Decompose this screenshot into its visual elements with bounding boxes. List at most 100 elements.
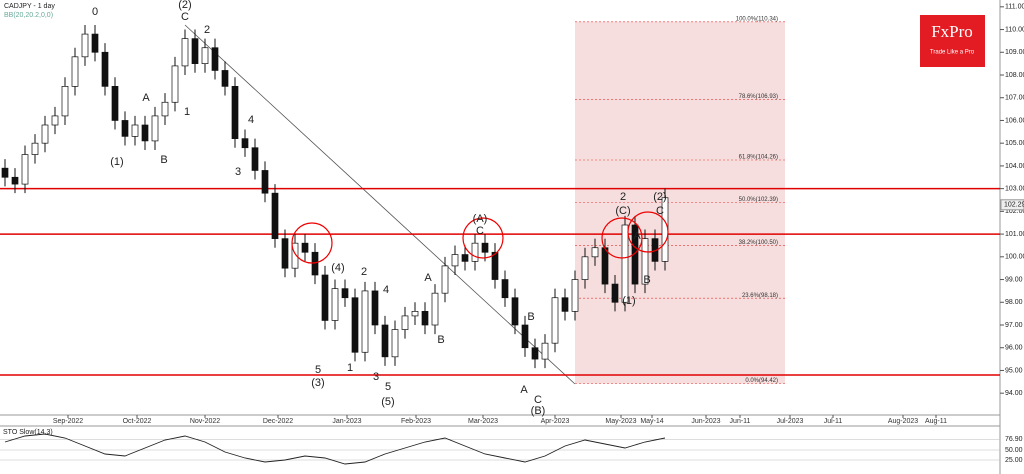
candle-body bbox=[451, 254, 459, 267]
candle-body bbox=[171, 65, 179, 103]
candle-body bbox=[491, 251, 499, 280]
candle-body bbox=[61, 86, 69, 117]
candle-body bbox=[301, 242, 309, 253]
candle-body bbox=[71, 56, 79, 87]
candle-body bbox=[181, 38, 189, 67]
x-tick-label: May-2023 bbox=[605, 418, 636, 425]
candle-body bbox=[211, 47, 219, 71]
wave-label: B bbox=[437, 334, 444, 346]
x-tick-label: May-14 bbox=[640, 418, 663, 425]
last-price-label: 102.29 bbox=[1004, 202, 1024, 209]
highlight-circle bbox=[627, 211, 669, 253]
wave-label: (B) bbox=[531, 405, 546, 417]
candle-body bbox=[241, 138, 249, 149]
stoch-tick-label: 76.90 bbox=[1005, 436, 1023, 443]
x-tick-label: Apr-2023 bbox=[541, 418, 570, 425]
candle-body bbox=[161, 101, 169, 117]
candle-body bbox=[631, 224, 639, 285]
x-tick-label: Feb-2023 bbox=[401, 418, 431, 425]
x-tick-label: Dec-2022 bbox=[263, 418, 293, 425]
candle-body bbox=[11, 176, 19, 185]
candle-body bbox=[41, 124, 49, 144]
y-tick-label: 100.00 bbox=[1005, 254, 1024, 261]
stoch-tick-label: 25.00 bbox=[1005, 457, 1023, 464]
logo-tagline: Trade Like a Pro bbox=[930, 50, 975, 56]
chart-title: CADJPY - 1 day bbox=[4, 3, 55, 10]
stochastic-title: STO Slow(14,3) bbox=[3, 429, 53, 436]
y-tick-label: 98.00 bbox=[1005, 299, 1023, 306]
candle-body bbox=[521, 324, 529, 349]
wave-label: (3) bbox=[311, 377, 324, 389]
candle-body bbox=[201, 47, 209, 64]
candle-body bbox=[461, 254, 469, 262]
wave-label: C bbox=[181, 11, 189, 23]
fib-label: 50.0%(102.39) bbox=[739, 197, 778, 203]
candle-body bbox=[611, 283, 619, 303]
candle-body bbox=[381, 324, 389, 358]
candle-body bbox=[511, 297, 519, 326]
candle-body bbox=[51, 115, 59, 126]
highlight-circle bbox=[462, 217, 504, 259]
candle-body bbox=[471, 242, 479, 262]
fib-label: 38.2%(100.50) bbox=[739, 240, 778, 246]
y-tick-label: 111.00 bbox=[1005, 4, 1024, 11]
fib-label: 61.8%(104.26) bbox=[739, 155, 778, 161]
candle-body bbox=[481, 242, 489, 253]
x-tick-label: Nov-2022 bbox=[190, 418, 220, 425]
indicator-label: BB(20,20.2,0,0) bbox=[4, 12, 53, 19]
candle-body bbox=[111, 86, 119, 121]
fib-label: 0.0%(94.42) bbox=[745, 378, 778, 384]
wave-label: 1 bbox=[184, 106, 190, 118]
wave-label: B bbox=[527, 311, 534, 323]
candle-body bbox=[401, 315, 409, 330]
y-tick-label: 108.00 bbox=[1005, 72, 1024, 79]
candle-body bbox=[571, 279, 579, 312]
candle-body bbox=[641, 238, 649, 285]
wave-label: C bbox=[476, 225, 484, 237]
y-tick-label: 94.00 bbox=[1005, 390, 1023, 397]
y-tick-label: 96.00 bbox=[1005, 345, 1023, 352]
wave-label: 2 bbox=[361, 266, 367, 278]
candle-body bbox=[591, 247, 599, 258]
wave-label: (4) bbox=[331, 262, 344, 274]
x-tick-label: Mar-2023 bbox=[468, 418, 498, 425]
fib-label: 100.0%(110.34) bbox=[736, 16, 778, 22]
candle-body bbox=[421, 311, 429, 326]
wave-label: C bbox=[656, 205, 664, 217]
highlight-circle bbox=[601, 217, 643, 259]
wave-label: 4 bbox=[383, 284, 389, 296]
x-tick-label: Jun-11 bbox=[730, 418, 751, 425]
y-tick-label: 95.00 bbox=[1005, 367, 1023, 374]
y-tick-label: 110.00 bbox=[1005, 26, 1024, 33]
x-tick-label: Aug-2023 bbox=[888, 418, 918, 425]
candle-body bbox=[1, 167, 9, 178]
stoch-tick-label: 50.00 bbox=[1005, 447, 1023, 454]
candle-body bbox=[331, 288, 339, 321]
candle-body bbox=[281, 238, 289, 269]
wave-label: (5) bbox=[381, 396, 394, 408]
candle-body bbox=[311, 251, 319, 276]
wave-label: 3 bbox=[235, 166, 241, 178]
x-tick-label: Jul-2023 bbox=[777, 418, 804, 425]
y-tick-label: 105.00 bbox=[1005, 140, 1024, 147]
candle-body bbox=[131, 124, 139, 137]
candle-body bbox=[31, 142, 39, 155]
candle-body bbox=[341, 288, 349, 299]
last-price-box bbox=[1000, 199, 1024, 211]
candle-body bbox=[91, 33, 99, 53]
candle-body bbox=[581, 256, 589, 280]
wave-label: (A) bbox=[473, 213, 488, 225]
wave-label: (2) bbox=[178, 0, 191, 11]
x-tick-label: Jun-2023 bbox=[691, 418, 720, 425]
candle-body bbox=[321, 274, 329, 321]
wave-label: 0 bbox=[92, 6, 98, 18]
x-tick-label: Jul-11 bbox=[824, 418, 843, 425]
candle-body bbox=[271, 192, 279, 239]
x-tick-label: Aug-11 bbox=[925, 418, 947, 425]
candle-body bbox=[411, 311, 419, 317]
candle-body bbox=[371, 290, 379, 326]
candle-body bbox=[441, 265, 449, 294]
x-tick-label: Sep-2022 bbox=[53, 418, 83, 425]
highlight-circle bbox=[291, 222, 333, 264]
